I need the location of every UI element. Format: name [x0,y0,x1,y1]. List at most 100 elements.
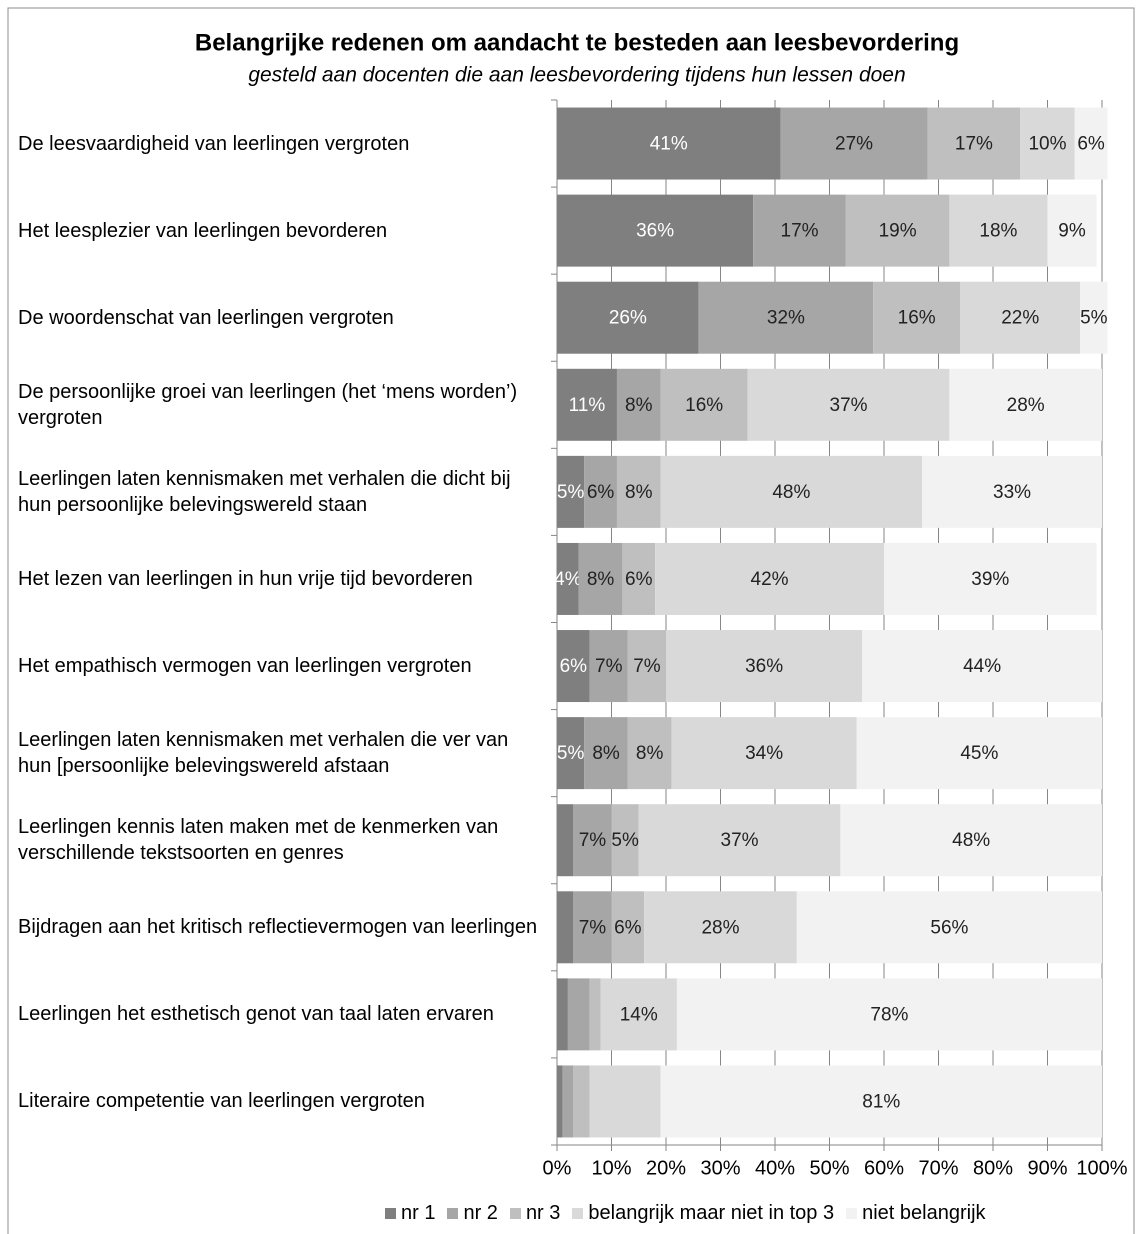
value-label: 6% [560,656,588,677]
value-label: 36% [745,656,783,677]
bar-segment [960,281,1081,354]
bar-segment [666,630,863,703]
value-label: 7% [579,830,607,851]
bar-segment [557,1065,563,1138]
legend-swatch [447,1208,459,1219]
x-tick-label: 100% [1076,1157,1127,1179]
legend-swatch [572,1208,584,1219]
bar-segment [557,630,590,703]
value-label: 17% [781,221,819,242]
value-label: 81% [862,1091,900,1112]
bar-segment [780,107,928,180]
value-label: 37% [830,395,868,416]
bar-segment [873,281,961,354]
value-label: 45% [960,743,998,764]
legend-item: nr 1 [385,1202,435,1225]
category-label: Literaire competentie van leerlingen ver… [18,1090,425,1113]
value-label: 19% [879,221,917,242]
legend-label: nr 2 [463,1202,498,1224]
value-label: 6% [1077,134,1105,155]
value-label: 11% [569,395,606,416]
bar-segment [589,1065,661,1138]
bar-segment [884,542,1097,615]
value-label: 16% [898,308,936,329]
value-label: 28% [701,917,739,938]
legend-item: belangrijk maar niet in top 3 [572,1202,834,1225]
value-label: 48% [772,482,810,503]
bar-segment [557,455,585,528]
bar-segment [589,978,601,1051]
bar-segment [949,194,1048,267]
bar-segment [1080,281,1108,354]
bar-segment [698,281,874,354]
category-label: De woordenschat van leerlingen vergroten [18,306,394,329]
bar-segment [671,717,857,790]
value-label: 28% [1007,395,1045,416]
bar-segment [573,1065,590,1138]
value-label: 9% [1058,221,1086,242]
category-label: Leerlingen laten kennismaken met verhale… [18,729,509,778]
bar-segment [949,368,1102,441]
bar-segment [557,978,568,1051]
value-label: 7% [579,917,607,938]
value-label: 17% [955,134,993,155]
legend-label: nr 3 [525,1202,561,1224]
value-label: 26% [609,308,647,329]
bar-segment [845,194,950,267]
bar-segment [927,107,1021,180]
grid: 0% 10% 20% 30% 40% 50% 60% 70% 80% 90% 100% [543,99,1128,1179]
bar-segment [557,281,699,354]
legend-swatch [846,1208,858,1219]
value-label: 36% [636,221,674,242]
value-label: 16% [685,395,723,416]
bar-segment [557,804,574,877]
value-label: 8% [636,743,664,764]
bar-segment [638,804,841,877]
legend-item: nr 2 [447,1202,498,1225]
value-label: 8% [625,482,653,503]
frame [7,7,1135,1234]
bar-segment [1020,107,1075,180]
bars: 41% 27% 17% 10% 6% 36% 17% 19% 18% 9% 26% 32% 16% 22%… [554,107,1108,1138]
bar-segment [557,107,781,180]
bar-segment [584,717,628,790]
bar-segment [856,717,1102,790]
bar-segment [557,542,579,615]
value-label: 44% [963,656,1001,677]
bar-segment [1047,194,1097,267]
value-label: 6% [587,482,615,503]
x-tick-label: 80% [973,1157,1013,1179]
x-tick-label: 30% [700,1157,740,1179]
x-tick-label: 10% [591,1157,631,1179]
value-label: 6% [625,569,653,590]
value-label: 7% [633,656,661,677]
legend-swatch [509,1208,521,1219]
value-label: 7% [595,656,623,677]
x-tick-label: 0% [543,1157,572,1179]
value-label: 6% [614,917,642,938]
bar-segment [660,455,923,528]
x-tick-label: 20% [646,1157,686,1179]
value-label: 41% [650,134,688,155]
category-label: Het leesplezier van leerlingen bevordere… [18,219,388,242]
value-label: 39% [971,569,1009,590]
bar-segment [578,542,623,615]
x-tick-label: 50% [809,1157,849,1179]
value-label: 78% [870,1004,908,1025]
x-tick-label: 40% [755,1157,795,1179]
legend-label: nr 1 [401,1202,436,1224]
value-label: 33% [993,482,1031,503]
bar-segment [622,542,656,615]
bar-segment [557,891,574,964]
bar-segment [676,978,1102,1051]
bar-segment [573,891,612,964]
value-label: 42% [751,569,789,590]
bar-segment [840,804,1102,877]
bar-segment [796,891,1102,964]
bar-segment [557,368,617,441]
value-label: 10% [1028,134,1066,155]
bar-segment [660,1065,1102,1138]
bar-segment [616,455,661,528]
bar-segment [562,1065,574,1138]
